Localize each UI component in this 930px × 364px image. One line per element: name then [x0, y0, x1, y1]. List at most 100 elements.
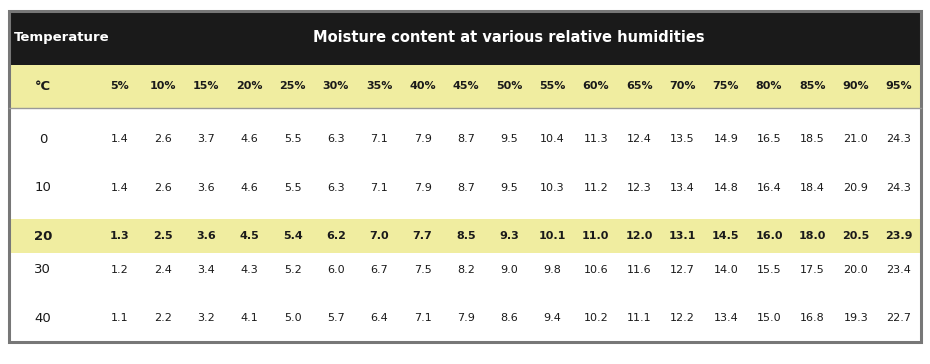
FancyBboxPatch shape [9, 301, 921, 335]
Text: 40: 40 [34, 312, 51, 325]
FancyBboxPatch shape [9, 156, 921, 171]
FancyBboxPatch shape [9, 11, 921, 65]
Text: 7.9: 7.9 [457, 313, 475, 323]
Text: 5.4: 5.4 [283, 231, 302, 241]
Text: 7.9: 7.9 [414, 134, 432, 144]
Text: 18.4: 18.4 [800, 183, 825, 193]
Text: 2.6: 2.6 [153, 183, 171, 193]
Text: 5.0: 5.0 [284, 313, 301, 323]
Text: 6.0: 6.0 [327, 265, 345, 275]
Text: 14.9: 14.9 [713, 134, 738, 144]
Text: 23.4: 23.4 [886, 265, 911, 275]
FancyBboxPatch shape [9, 253, 921, 287]
FancyBboxPatch shape [9, 287, 921, 301]
Text: 3.4: 3.4 [197, 265, 215, 275]
Text: 6.7: 6.7 [370, 265, 388, 275]
Text: 40%: 40% [409, 81, 436, 91]
Text: 7.5: 7.5 [414, 265, 432, 275]
Text: 6.4: 6.4 [370, 313, 388, 323]
Text: 8.7: 8.7 [457, 134, 475, 144]
Text: 11.6: 11.6 [627, 265, 651, 275]
Text: 2.2: 2.2 [153, 313, 171, 323]
Text: 15%: 15% [193, 81, 219, 91]
Text: 16.0: 16.0 [755, 231, 783, 241]
Text: 8.2: 8.2 [457, 265, 475, 275]
Text: 13.4: 13.4 [671, 183, 695, 193]
Text: 8.7: 8.7 [457, 183, 475, 193]
Text: 7.9: 7.9 [414, 183, 432, 193]
Text: 6.3: 6.3 [327, 183, 345, 193]
Text: 50%: 50% [496, 81, 523, 91]
Text: °C: °C [34, 80, 51, 93]
Text: 0: 0 [39, 133, 47, 146]
Text: 45%: 45% [453, 81, 479, 91]
Text: 9.5: 9.5 [500, 183, 518, 193]
Text: 5.7: 5.7 [327, 313, 345, 323]
Text: Moisture content at various relative humidities: Moisture content at various relative hum… [313, 30, 705, 46]
Text: 12.7: 12.7 [670, 265, 695, 275]
Text: 20.0: 20.0 [844, 265, 868, 275]
Text: 20%: 20% [236, 81, 262, 91]
Text: 5.5: 5.5 [284, 183, 301, 193]
Text: 1.4: 1.4 [111, 183, 128, 193]
Text: 12.0: 12.0 [626, 231, 653, 241]
Text: 5.5: 5.5 [284, 134, 301, 144]
Text: 11.0: 11.0 [582, 231, 609, 241]
Text: 16.8: 16.8 [800, 313, 825, 323]
Text: 6.2: 6.2 [326, 231, 346, 241]
Text: 13.1: 13.1 [669, 231, 697, 241]
Text: 35%: 35% [366, 81, 392, 91]
Text: 1.4: 1.4 [111, 134, 128, 144]
Text: 30%: 30% [323, 81, 349, 91]
FancyBboxPatch shape [9, 108, 921, 122]
Text: 3.6: 3.6 [197, 183, 215, 193]
Text: 4.3: 4.3 [240, 265, 259, 275]
Text: 20.5: 20.5 [842, 231, 870, 241]
Text: 5%: 5% [110, 81, 128, 91]
Text: 12.2: 12.2 [670, 313, 695, 323]
Text: Temperature: Temperature [14, 31, 110, 44]
Text: 14.5: 14.5 [712, 231, 739, 241]
Text: 9.5: 9.5 [500, 134, 518, 144]
Text: 95%: 95% [885, 81, 912, 91]
Text: 18.5: 18.5 [800, 134, 825, 144]
Text: 70%: 70% [670, 81, 696, 91]
Text: 14.8: 14.8 [713, 183, 738, 193]
Text: 7.0: 7.0 [369, 231, 389, 241]
Text: 25%: 25% [279, 81, 306, 91]
Text: 10.4: 10.4 [540, 134, 565, 144]
Text: 65%: 65% [626, 81, 653, 91]
Text: 24.3: 24.3 [886, 134, 911, 144]
Text: 14.0: 14.0 [713, 265, 738, 275]
Text: 2.4: 2.4 [153, 265, 171, 275]
Text: 7.7: 7.7 [413, 231, 432, 241]
Text: 7.1: 7.1 [370, 183, 388, 193]
Text: 9.0: 9.0 [500, 265, 518, 275]
Text: 10.1: 10.1 [538, 231, 566, 241]
Text: 20.9: 20.9 [844, 183, 869, 193]
FancyBboxPatch shape [9, 205, 921, 219]
FancyBboxPatch shape [9, 171, 921, 205]
Text: 7.1: 7.1 [414, 313, 432, 323]
Text: 30: 30 [34, 264, 51, 276]
Text: 5.2: 5.2 [284, 265, 301, 275]
Text: 3.2: 3.2 [197, 313, 215, 323]
Text: 13.4: 13.4 [713, 313, 738, 323]
Text: 55%: 55% [539, 81, 565, 91]
Text: 10%: 10% [150, 81, 176, 91]
Text: 9.3: 9.3 [499, 231, 519, 241]
Text: 12.4: 12.4 [627, 134, 652, 144]
Text: 1.3: 1.3 [110, 231, 129, 241]
Text: 19.3: 19.3 [844, 313, 868, 323]
Text: 8.6: 8.6 [500, 313, 518, 323]
Text: 11.1: 11.1 [627, 313, 651, 323]
Text: 80%: 80% [756, 81, 782, 91]
Text: 4.1: 4.1 [240, 313, 259, 323]
Text: 16.5: 16.5 [757, 134, 781, 144]
Text: 13.5: 13.5 [671, 134, 695, 144]
Text: 21.0: 21.0 [844, 134, 868, 144]
Text: 3.7: 3.7 [197, 134, 215, 144]
Text: 24.3: 24.3 [886, 183, 911, 193]
Text: 8.5: 8.5 [456, 231, 475, 241]
Text: 60%: 60% [582, 81, 609, 91]
